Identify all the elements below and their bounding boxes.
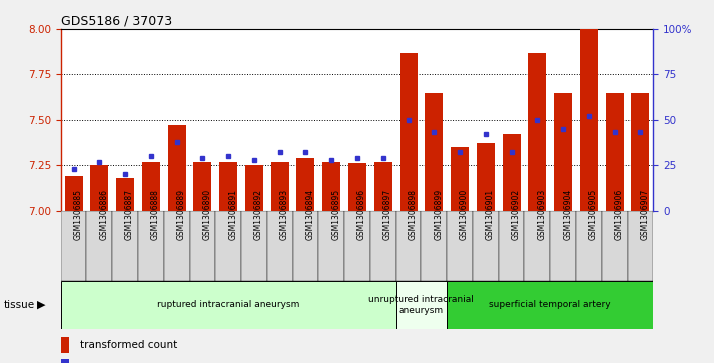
Text: GSM1306890: GSM1306890 <box>202 188 211 240</box>
Bar <box>61 337 69 354</box>
Text: ruptured intracranial aneurysm: ruptured intracranial aneurysm <box>157 301 299 309</box>
Bar <box>61 359 69 363</box>
Text: GSM1306897: GSM1306897 <box>383 188 392 240</box>
Text: GSM1306886: GSM1306886 <box>99 189 109 240</box>
Bar <box>271 162 288 211</box>
Bar <box>370 211 396 281</box>
Text: ▶: ▶ <box>37 300 46 310</box>
Bar <box>400 53 418 211</box>
Bar <box>138 211 164 281</box>
Bar <box>498 211 525 281</box>
Bar <box>322 162 341 211</box>
Bar <box>396 281 447 329</box>
Bar <box>602 211 628 281</box>
Bar <box>61 281 396 329</box>
Bar <box>628 211 653 281</box>
Text: GSM1306901: GSM1306901 <box>486 188 495 240</box>
Text: unruptured intracranial
aneurysm: unruptured intracranial aneurysm <box>368 295 474 315</box>
Bar <box>447 281 653 329</box>
Bar <box>116 178 134 211</box>
Text: transformed count: transformed count <box>80 340 177 350</box>
Text: GSM1306896: GSM1306896 <box>357 188 366 240</box>
Bar <box>631 93 650 211</box>
Text: GSM1306899: GSM1306899 <box>434 188 443 240</box>
Bar <box>503 134 521 211</box>
Text: GSM1306895: GSM1306895 <box>331 188 341 240</box>
Bar <box>86 211 112 281</box>
Text: GSM1306907: GSM1306907 <box>640 188 650 240</box>
Text: GSM1306898: GSM1306898 <box>408 189 418 240</box>
Bar <box>473 211 498 281</box>
Bar <box>164 211 189 281</box>
Bar <box>580 29 598 211</box>
Bar <box>168 125 186 211</box>
Text: tissue: tissue <box>4 300 35 310</box>
Bar <box>525 211 550 281</box>
Bar <box>245 165 263 211</box>
Bar <box>267 211 293 281</box>
Bar <box>396 211 421 281</box>
Text: GSM1306900: GSM1306900 <box>460 188 469 240</box>
Bar <box>142 162 160 211</box>
Text: superficial temporal artery: superficial temporal artery <box>489 301 611 309</box>
Bar <box>348 163 366 211</box>
Text: GSM1306887: GSM1306887 <box>125 189 134 240</box>
Bar <box>219 162 237 211</box>
Bar <box>90 165 109 211</box>
Bar <box>112 211 138 281</box>
Text: GSM1306902: GSM1306902 <box>512 188 521 240</box>
Bar <box>61 211 86 281</box>
Bar <box>554 93 572 211</box>
Text: GSM1306892: GSM1306892 <box>254 189 263 240</box>
Bar <box>373 162 392 211</box>
Bar <box>421 211 447 281</box>
Text: GSM1306891: GSM1306891 <box>228 189 237 240</box>
Bar <box>426 93 443 211</box>
Bar <box>451 147 469 211</box>
Bar <box>293 211 318 281</box>
Bar <box>344 211 370 281</box>
Text: GSM1306888: GSM1306888 <box>151 189 160 240</box>
Text: GSM1306906: GSM1306906 <box>615 188 623 240</box>
Bar <box>318 211 344 281</box>
Bar <box>189 211 216 281</box>
Text: GSM1306893: GSM1306893 <box>280 188 288 240</box>
Text: GDS5186 / 37073: GDS5186 / 37073 <box>61 15 172 28</box>
Text: GSM1306885: GSM1306885 <box>74 189 83 240</box>
Bar <box>528 53 546 211</box>
Bar <box>216 211 241 281</box>
Bar <box>605 93 623 211</box>
Bar <box>576 211 602 281</box>
Bar <box>241 211 267 281</box>
Text: GSM1306889: GSM1306889 <box>176 189 186 240</box>
Bar <box>477 143 495 211</box>
Text: GSM1306894: GSM1306894 <box>306 188 314 240</box>
Text: GSM1306905: GSM1306905 <box>589 188 598 240</box>
Text: GSM1306904: GSM1306904 <box>563 188 572 240</box>
Bar <box>193 162 211 211</box>
Bar <box>296 158 314 211</box>
Text: GSM1306903: GSM1306903 <box>538 188 546 240</box>
Bar <box>550 211 576 281</box>
Bar <box>64 176 83 211</box>
Bar <box>447 211 473 281</box>
